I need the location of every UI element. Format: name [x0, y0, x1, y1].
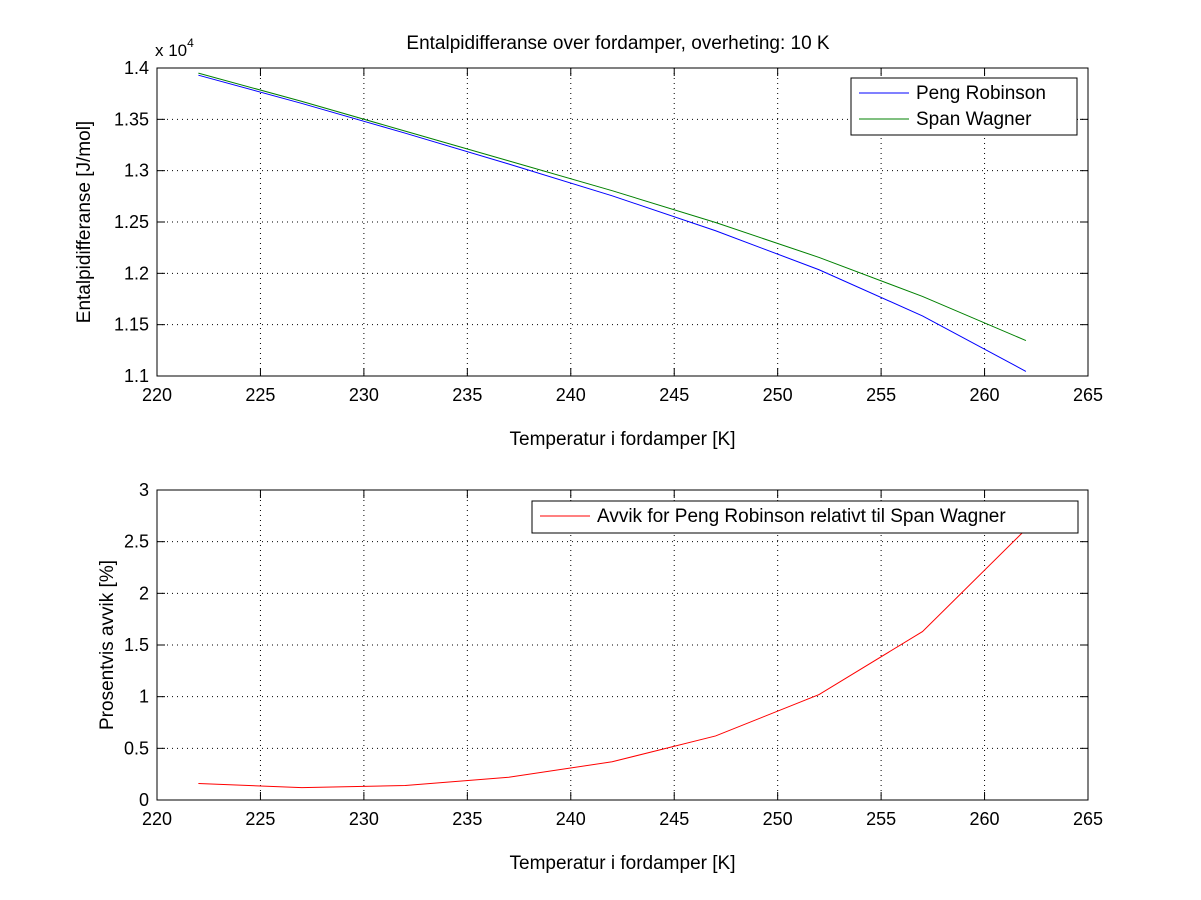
x-axis-label: Temperatur i fordamper [K] [510, 853, 736, 874]
y-exponent-label: x 104 [155, 36, 194, 60]
y-tick-label: 1.15 [114, 315, 149, 335]
y-tick-label: 1.2 [124, 263, 149, 283]
y-tick-label: 0 [139, 790, 149, 810]
x-tick-label: 255 [866, 809, 896, 829]
series-line-1 [198, 528, 1027, 789]
y-tick-label: 1.35 [114, 109, 149, 129]
y-tick-label: 1.4 [124, 58, 149, 78]
axes-frame [156, 489, 1089, 801]
y-exponent-power: 4 [187, 36, 194, 50]
x-tick-label: 265 [1073, 385, 1103, 405]
x-tick-label: 260 [970, 809, 1000, 829]
axes-frame [156, 67, 1089, 377]
legend-label-1: Avvik for Peng Robinson relativt til Spa… [597, 506, 1006, 527]
x-tick-label: 230 [349, 385, 379, 405]
bottom-plot: 220 225 230 235 240 245 250 255 260 265 0 0.5 1 1.5 2 2… [97, 480, 1103, 874]
legend-label-1: Peng Robinson [916, 83, 1046, 104]
x-tick-label: 245 [659, 385, 689, 405]
x-tick-label: 260 [970, 385, 1000, 405]
x-tick-label: 240 [556, 385, 586, 405]
x-tick-label: 250 [763, 809, 793, 829]
x-tick-label: 240 [556, 809, 586, 829]
x-tick-label: 255 [866, 385, 896, 405]
x-axis-label: Temperatur i fordamper [K] [510, 429, 736, 450]
y-tick-label: 1.3 [124, 161, 149, 181]
legend-label-2: Span Wagner [916, 109, 1032, 130]
x-tick-label: 220 [142, 809, 172, 829]
legend-box [531, 500, 1079, 534]
x-tick-label: 245 [659, 809, 689, 829]
y-axis-label: Entalpidifferanse [J/mol] [74, 121, 95, 323]
y-tick-label: 0.5 [124, 738, 149, 758]
y-tick-label: 3 [139, 480, 149, 500]
x-tick-label: 235 [452, 809, 482, 829]
x-tick-label: 250 [763, 385, 793, 405]
y-tick-label: 1.1 [124, 366, 149, 386]
y-tick-label: 1.25 [114, 212, 149, 232]
legend-box [850, 77, 1078, 136]
y-axis-label: Prosentvis avvik [%] [97, 560, 118, 730]
y-tick-label: 1.5 [124, 635, 149, 655]
x-tick-label: 225 [245, 385, 275, 405]
x-tick-label: 265 [1073, 809, 1103, 829]
y-tick-label: 2 [139, 583, 149, 603]
y-exponent-base: x 10 [155, 41, 187, 60]
x-tick-label: 235 [452, 385, 482, 405]
series-line-1 [198, 74, 1027, 372]
y-tick-label: 2.5 [124, 532, 149, 552]
x-tick-label: 225 [245, 809, 275, 829]
series-line-2 [198, 72, 1027, 342]
x-tick-label: 220 [142, 385, 172, 405]
x-tick-label: 230 [349, 809, 379, 829]
y-tick-label: 1 [139, 687, 149, 707]
chart-title: Entalpidifferanse over fordamper, overhe… [406, 33, 830, 54]
top-plot: 220 225 230 235 240 245 250 255 260 265 1.1 1.15 1.2… [74, 36, 1103, 450]
